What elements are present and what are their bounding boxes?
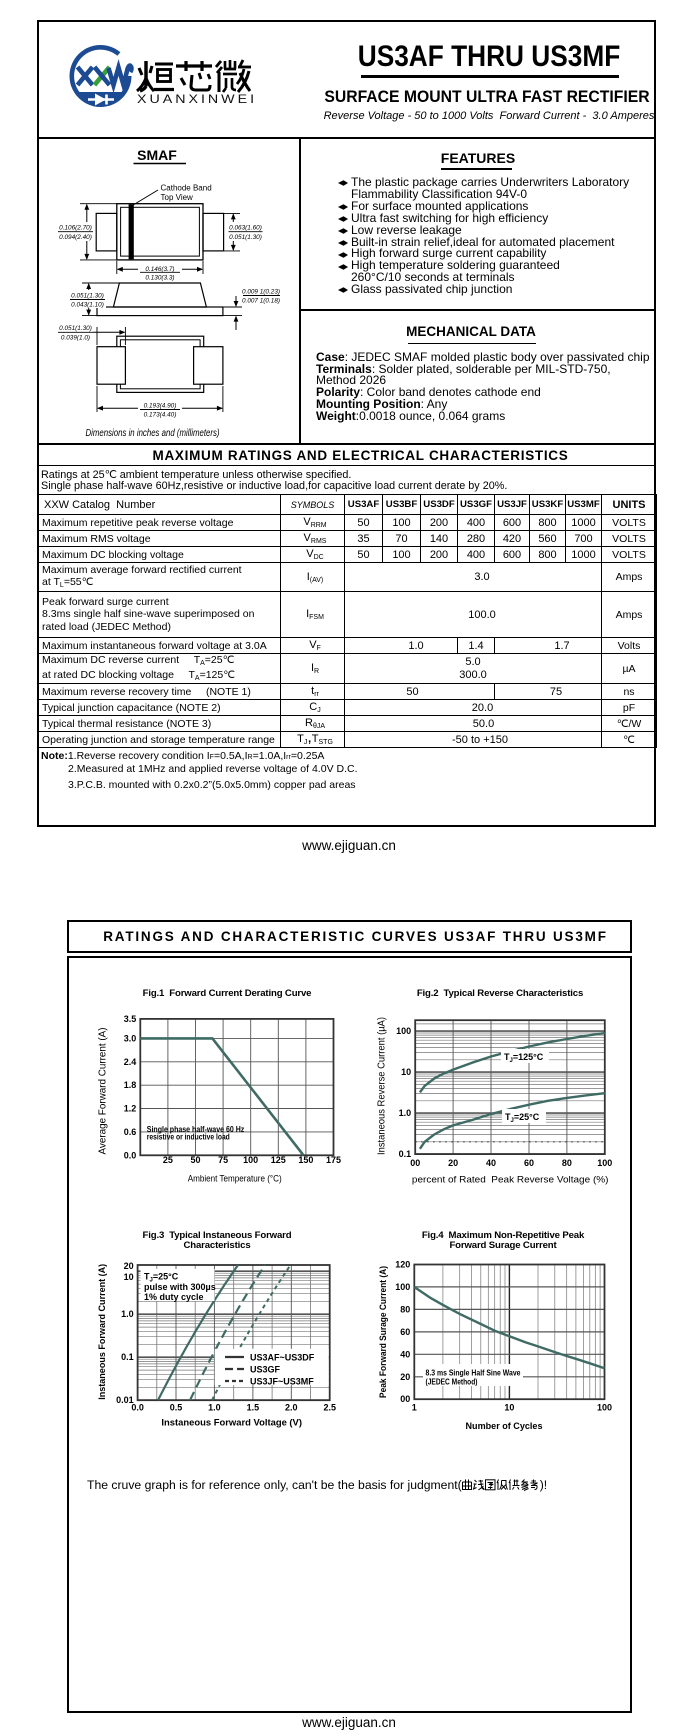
svg-text:40: 40: [486, 1158, 496, 1168]
svg-text:1: 1: [412, 1403, 417, 1413]
svg-text:20: 20: [124, 1261, 134, 1271]
svg-text:60: 60: [524, 1158, 534, 1168]
svg-text:0.0: 0.0: [131, 1403, 144, 1413]
svg-text:75: 75: [218, 1155, 228, 1165]
svg-text:20: 20: [448, 1158, 458, 1168]
svg-text:50: 50: [190, 1155, 200, 1165]
svg-text:1.0: 1.0: [121, 1309, 134, 1319]
svg-text:0.106(2.70): 0.106(2.70): [59, 225, 92, 232]
svg-text:0.5: 0.5: [170, 1403, 183, 1413]
svg-text:3.0: 3.0: [124, 1033, 137, 1043]
svg-text:US3AF~US3DF: US3AF~US3DF: [250, 1353, 315, 1363]
svg-text:0.063(1.60): 0.063(1.60): [229, 225, 262, 232]
svg-text:100: 100: [597, 1158, 612, 1168]
svg-text:US3JF~US3MF: US3JF~US3MF: [250, 1377, 314, 1387]
svg-text:100: 100: [243, 1155, 258, 1165]
svg-text:pulse with 300µs: pulse with 300µs: [144, 1282, 216, 1292]
svg-text:60: 60: [400, 1327, 410, 1337]
svg-text:1.5: 1.5: [247, 1403, 260, 1413]
svg-text:2.4: 2.4: [124, 1057, 137, 1067]
svg-text:0.193(4.90): 0.193(4.90): [144, 403, 177, 410]
svg-text:US3GF: US3GF: [250, 1365, 281, 1375]
svg-text:0.094(2.40): 0.094(2.40): [59, 234, 92, 241]
svg-text:Dimensions in inches and (mill: Dimensions in inches and (millimeters): [86, 428, 220, 439]
svg-text:1% duty cycle: 1% duty cycle: [144, 1292, 204, 1302]
svg-text:XUANXINWEI: XUANXINWEI: [137, 94, 257, 106]
svg-text:0.043(1.10): 0.043(1.10): [71, 302, 104, 309]
svg-text:0.146(3.7): 0.146(3.7): [145, 266, 174, 273]
svg-text:2.0: 2.0: [285, 1403, 298, 1413]
svg-text:0.1: 0.1: [121, 1352, 134, 1362]
svg-text:120: 120: [395, 1260, 410, 1270]
svg-text:100: 100: [396, 1026, 411, 1036]
svg-text:resistive or inductive load: resistive or inductive load: [147, 1132, 230, 1141]
svg-text:Instaneous Forward Voltage (V): Instaneous Forward Voltage (V): [161, 1418, 302, 1429]
svg-text:0.6: 0.6: [124, 1127, 137, 1137]
svg-text:3.5: 3.5: [124, 1014, 137, 1024]
svg-text:1.2: 1.2: [124, 1104, 137, 1114]
svg-text:20: 20: [400, 1372, 410, 1382]
svg-text:Average Forward Current (A): Average Forward Current (A): [97, 1028, 108, 1155]
svg-text:0.009 1(0.23): 0.009 1(0.23): [242, 289, 280, 296]
svg-text:00: 00: [410, 1158, 420, 1168]
svg-text:1.0: 1.0: [399, 1108, 412, 1118]
svg-text:80: 80: [562, 1158, 572, 1168]
svg-text:0.0: 0.0: [124, 1150, 137, 1160]
svg-text:10: 10: [504, 1403, 514, 1413]
svg-text:10: 10: [401, 1067, 411, 1077]
svg-text:0.051(1.30): 0.051(1.30): [59, 325, 92, 332]
svg-text:0.007 1(0.18): 0.007 1(0.18): [242, 298, 280, 305]
svg-text:0.130(3.3): 0.130(3.3): [145, 275, 174, 282]
svg-text:2.5: 2.5: [323, 1403, 336, 1413]
svg-text:100: 100: [395, 1282, 410, 1292]
svg-text:125: 125: [271, 1155, 286, 1165]
svg-text:175: 175: [326, 1155, 341, 1165]
svg-text:Instaneous Reverse Current (µA: Instaneous Reverse Current (µA): [377, 1017, 388, 1155]
svg-text:Ambient Temperature (°C): Ambient Temperature (°C): [188, 1174, 282, 1185]
svg-text:TJ=25°C: TJ=25°C: [144, 1272, 179, 1284]
svg-text:80: 80: [400, 1304, 410, 1314]
svg-text:Single phase half-wave 60 Hz: Single phase half-wave 60 Hz: [147, 1125, 245, 1134]
svg-text:100: 100: [597, 1403, 612, 1413]
svg-text:Instaneous Forward Current (A): Instaneous Forward Current (A): [97, 1264, 108, 1400]
svg-text:1.8: 1.8: [124, 1080, 137, 1090]
svg-text:0.173(4.40): 0.173(4.40): [144, 412, 177, 419]
svg-text:Top View: Top View: [161, 193, 194, 202]
svg-text:10: 10: [124, 1272, 134, 1282]
svg-text:(JEDEC Method): (JEDEC Method): [426, 1377, 478, 1387]
svg-text:0.01: 0.01: [116, 1395, 134, 1405]
svg-text:1.0: 1.0: [208, 1403, 221, 1413]
svg-text:percent of Rated Peak Reverse: percent of Rated Peak Reverse Voltage (%…: [412, 1175, 609, 1186]
svg-text:Number of Cycles: Number of Cycles: [466, 1421, 543, 1432]
svg-text:25: 25: [163, 1155, 173, 1165]
svg-text:150: 150: [298, 1155, 313, 1165]
svg-text:40: 40: [400, 1349, 410, 1359]
svg-text:0.039(1.0): 0.039(1.0): [61, 335, 90, 342]
svg-text:TJ=25°C: TJ=25°C: [505, 1112, 540, 1124]
svg-text:0.051(1.30): 0.051(1.30): [229, 234, 262, 241]
svg-text:00: 00: [400, 1394, 410, 1404]
svg-text:Cathode Band: Cathode Band: [161, 184, 212, 193]
svg-text:8.3 ms Single Half Sine Wave: 8.3 ms Single Half Sine Wave: [426, 1368, 521, 1378]
svg-text:TJ=125°C: TJ=125°C: [504, 1052, 544, 1064]
svg-text:SMAF: SMAF: [137, 147, 177, 163]
svg-text:0.051(1.30): 0.051(1.30): [71, 293, 104, 300]
svg-text:0.1: 0.1: [399, 1149, 412, 1159]
svg-text:Peak Forward Surage Current (A: Peak Forward Surage Current (A): [378, 1266, 389, 1398]
